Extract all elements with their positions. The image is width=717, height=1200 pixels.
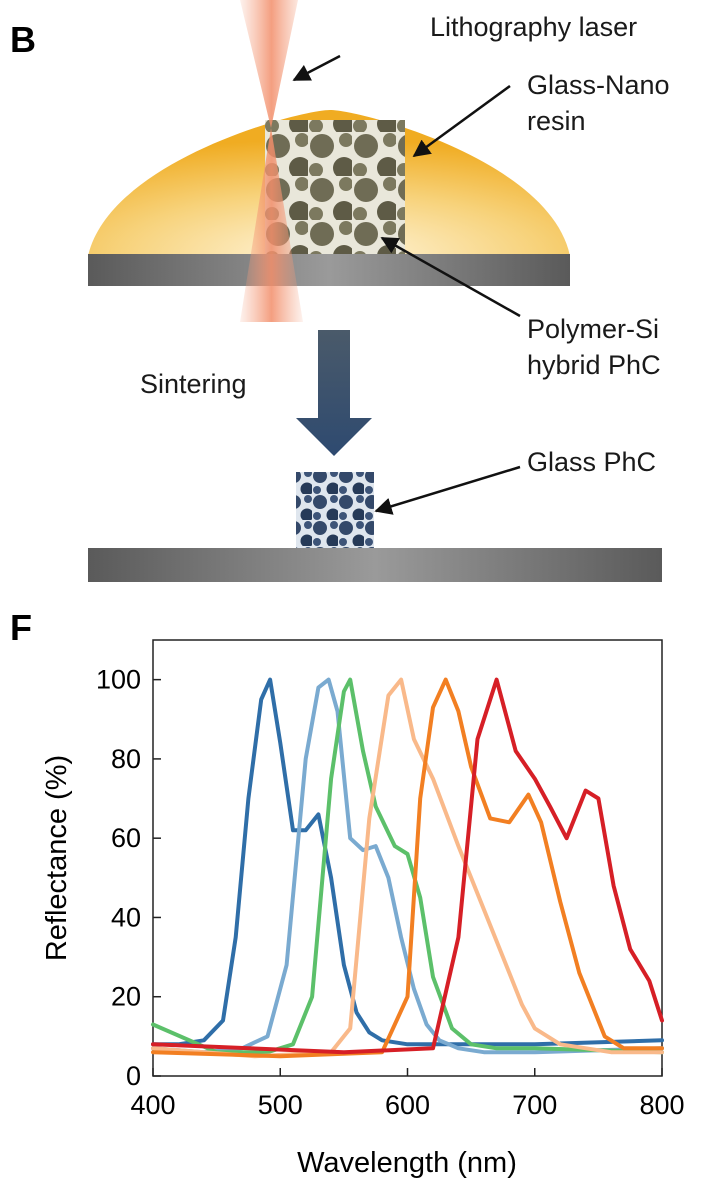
- sintering-label: Sintering: [140, 369, 247, 399]
- substrate-bottom: [88, 548, 662, 582]
- glass-phc-label: Glass PhC: [527, 447, 656, 477]
- x-tick-label: 600: [385, 1090, 430, 1120]
- resin-label-line1: Glass-Nano: [527, 70, 670, 100]
- laser-beam: [240, 0, 303, 322]
- laser-label: Lithography laser: [430, 12, 637, 42]
- resin-pointer-arrow: [412, 84, 511, 158]
- y-tick-label: 60: [111, 823, 141, 853]
- glass-phc-lattice: [296, 472, 374, 550]
- x-tick-label: 400: [130, 1090, 175, 1120]
- x-axis-ticks: 400 500 600 700 800: [130, 1068, 685, 1120]
- series-line-2: [151, 677, 664, 1055]
- series-line-1: [151, 677, 664, 1047]
- hybrid-phc-lattice: [265, 120, 405, 254]
- panel-f-chart: F 0 20 40 60 80 100 400 500 600 700 800 Wavelengt…: [10, 607, 685, 1179]
- hybrid-label-line2: hybrid PhC: [527, 350, 661, 380]
- y-axis-title: Reflectance (%): [41, 755, 73, 961]
- y-tick-label: 0: [126, 1061, 141, 1091]
- y-axis-ticks: 0 20 40 60 80 100: [96, 665, 161, 1091]
- x-tick-label: 500: [258, 1090, 303, 1120]
- hybrid-label-line1: Polymer-Si: [527, 314, 659, 344]
- panel-b-label: B: [10, 19, 36, 60]
- x-axis-title: Wavelength (nm): [297, 1147, 517, 1179]
- laser-pointer-arrow: [292, 54, 341, 82]
- series-lines: [151, 677, 664, 1059]
- resin-label-line2: resin: [527, 106, 586, 136]
- y-tick-label: 100: [96, 665, 141, 695]
- series-line-6: [151, 677, 664, 1055]
- x-tick-label: 700: [512, 1090, 557, 1120]
- series-line-5: [151, 677, 664, 1059]
- sintering-arrow: [296, 330, 372, 456]
- panel-f-label: F: [10, 607, 32, 648]
- hybrid-pointer-arrow: [380, 236, 521, 318]
- y-tick-label: 20: [111, 982, 141, 1012]
- series-line-4: [151, 677, 664, 1059]
- series-line-3: [151, 677, 664, 1055]
- substrate-top: [88, 254, 570, 286]
- y-tick-label: 40: [111, 902, 141, 932]
- y-tick-label: 80: [111, 744, 141, 774]
- panel-b-diagram: B Lithography laser Glass-Nano resin Pol…: [10, 0, 670, 582]
- glass-phc-pointer-arrow: [374, 465, 521, 515]
- x-tick-label: 800: [639, 1090, 684, 1120]
